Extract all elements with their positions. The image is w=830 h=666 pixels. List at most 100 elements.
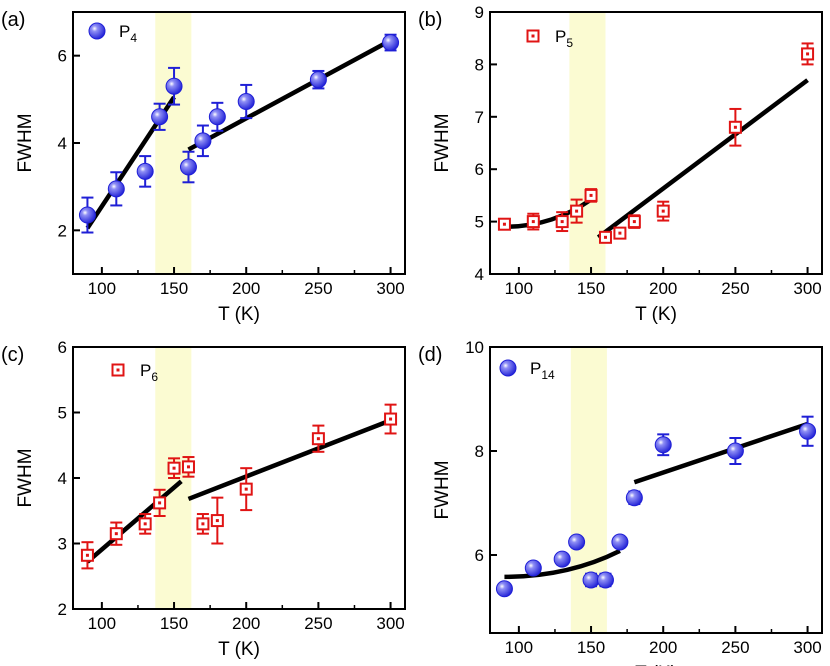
chart-4-panel-label: (d) xyxy=(418,344,442,366)
chart-4-data-point-4 xyxy=(568,533,586,551)
chart-4-data-point-11 xyxy=(799,422,817,440)
chart-1-y-tick-label: 4 xyxy=(58,134,67,153)
chart-3-y-tick-label: 5 xyxy=(58,404,67,423)
chart-3-y-tick-label: 3 xyxy=(58,535,67,554)
chart-1-data-point-1 xyxy=(78,206,96,224)
chart-4-data-point-1 xyxy=(495,580,513,598)
chart-3-data-point-1 xyxy=(80,548,94,562)
chart-4-x-tick-label: 250 xyxy=(721,638,749,657)
chart-1-data-point-6 xyxy=(179,158,197,176)
chart-2-legend-marker xyxy=(526,29,540,43)
chart-1-x-tick-label: 250 xyxy=(304,279,332,298)
chart-1-x-tick-label: 100 xyxy=(88,279,116,298)
chart-4-highlight-band xyxy=(570,348,607,632)
chart-1-x-tick-label: 300 xyxy=(376,279,404,298)
chart-4-x-tick-label: 300 xyxy=(793,638,821,657)
chart-2-y-tick-label: 7 xyxy=(475,108,484,127)
chart-4-data-point-9 xyxy=(654,436,672,454)
chart-4-x-tick-label: 200 xyxy=(649,638,677,657)
chart-2: 100 150 200 250 300 4 5 6 7 8 9 T (K) FWHM (b) P5 xyxy=(418,3,823,325)
chart-1-data-point-10 xyxy=(309,71,327,89)
chart-4-legend-label: P14 xyxy=(530,359,555,382)
chart-3-legend-marker xyxy=(111,363,125,377)
chart-1-data-point-4 xyxy=(151,108,169,126)
chart-3-x-tick-label: 100 xyxy=(88,614,116,633)
chart-1-x-tick-label: 150 xyxy=(160,279,188,298)
chart-3-data-point-4 xyxy=(153,496,167,510)
chart-3-data-point-11 xyxy=(384,412,398,426)
chart-1-fit-line-2 xyxy=(187,38,392,152)
chart-4-fit-line-2 xyxy=(633,421,809,485)
chart-4-y-tick-label: 10 xyxy=(465,338,484,357)
chart-2-data-point-6 xyxy=(598,230,612,244)
chart-2-data-point-10 xyxy=(728,120,742,134)
chart-2-y-tick-label: 5 xyxy=(475,213,484,232)
chart-3-x-tick-label: 150 xyxy=(160,614,188,633)
chart-3-data-point-7 xyxy=(196,517,210,531)
chart-4-plot-frame xyxy=(489,346,823,634)
chart-3-panel-label: (c) xyxy=(1,344,24,366)
chart-1-data-point-2 xyxy=(107,180,125,198)
chart-2-legend: P5 xyxy=(526,27,573,50)
chart-4-x-axis-label: T (K) xyxy=(635,663,677,666)
chart-2-data-point-9 xyxy=(656,204,670,218)
chart-1: 100 150 200 250 300 2 4 6 T (K) FWHM (a) P4 xyxy=(1,9,406,325)
chart-3-legend-label: P6 xyxy=(140,361,158,384)
chart-3-data-point-3 xyxy=(138,517,152,531)
chart-4-data-point-6 xyxy=(596,571,614,589)
chart-3-y-axis-label: FWHM xyxy=(15,448,36,507)
chart-3-x-axis-label: T (K) xyxy=(218,639,260,660)
chart-4-data-point-2 xyxy=(524,559,542,577)
chart-1-y-tick-label: 2 xyxy=(58,221,67,240)
chart-2-x-tick-label: 250 xyxy=(721,279,749,298)
chart-3-data-point-10 xyxy=(311,432,325,446)
chart-3-x-tick-label: 200 xyxy=(232,614,260,633)
chart-1-x-tick-label: 200 xyxy=(232,279,260,298)
chart-4-data-point-7 xyxy=(611,533,629,551)
chart-4-y-axis-label: FWHM xyxy=(432,460,453,519)
chart-4-y-tick-label: 8 xyxy=(475,442,484,461)
chart-2-x-tick-label: 300 xyxy=(793,279,821,298)
chart-2-data-point-8 xyxy=(627,215,641,229)
chart-3-fit-line-1 xyxy=(85,479,183,564)
chart-2-data-point-4 xyxy=(570,204,584,218)
chart-2-data-point-5 xyxy=(584,188,598,202)
chart-2-y-tick-label: 9 xyxy=(475,3,484,22)
chart-2-fit-line-1 xyxy=(504,197,593,230)
chart-4-data-point-3 xyxy=(553,550,571,568)
chart-2-y-axis-label: FWHM xyxy=(432,113,453,172)
chart-1-data-point-8 xyxy=(208,108,226,126)
chart-1-data-point-11 xyxy=(382,34,400,52)
chart-3-y-tick-label: 6 xyxy=(58,338,67,357)
chart-3-data-point-8 xyxy=(210,514,224,528)
chart-2-y-tick-label: 8 xyxy=(475,55,484,74)
chart-3-data-point-9 xyxy=(239,482,253,496)
chart-4-fit-line-1 xyxy=(504,548,621,580)
chart-1-x-axis-label: T (K) xyxy=(218,304,260,325)
chart-2-data-point-1 xyxy=(497,217,511,231)
chart-2-plot-frame xyxy=(489,11,823,275)
chart-3-fit-line-2 xyxy=(187,418,392,502)
chart-1-plot-frame xyxy=(72,11,406,275)
chart-1-data-point-5 xyxy=(165,77,183,95)
chart-1-highlight-band xyxy=(155,13,192,273)
chart-1-data-point-3 xyxy=(136,162,154,180)
chart-4-legend-marker xyxy=(499,359,517,377)
chart-3-data-point-6 xyxy=(181,460,195,474)
chart-2-x-axis-label: T (K) xyxy=(635,304,677,325)
chart-2-highlight-band xyxy=(569,13,606,273)
chart-1-panel-label: (a) xyxy=(1,9,25,31)
chart-2-x-tick-label: 200 xyxy=(649,279,677,298)
chart-4-x-tick-label: 100 xyxy=(505,638,533,657)
chart-3-y-tick-label: 4 xyxy=(58,469,67,488)
chart-2-panel-label: (b) xyxy=(418,9,442,31)
chart-1-legend-marker xyxy=(88,22,106,40)
chart-3-data-point-5 xyxy=(167,461,181,475)
chart-3: 100 150 200 250 300 2 3 4 5 6 T (K) FWHM (c) P6 xyxy=(1,338,406,660)
chart-2-data-point-3 xyxy=(555,215,569,229)
chart-2-fit-line-2 xyxy=(596,78,809,240)
chart-2-data-point-2 xyxy=(526,215,540,229)
chart-1-legend: P4 xyxy=(88,22,137,45)
chart-3-data-point-2 xyxy=(109,527,123,541)
